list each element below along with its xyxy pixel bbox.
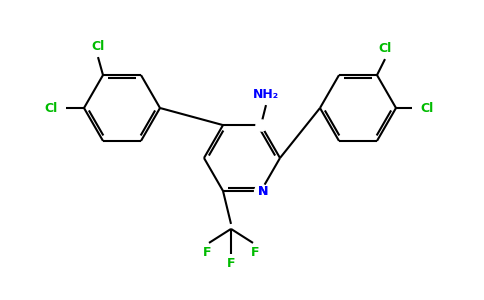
Text: N: N [258,185,268,198]
Text: Cl: Cl [420,103,433,116]
Text: F: F [203,246,211,259]
Text: Cl: Cl [378,42,392,55]
Text: Cl: Cl [45,103,58,116]
Text: N: N [258,185,268,198]
Text: F: F [227,257,235,270]
Text: F: F [251,246,259,259]
Text: NH₂: NH₂ [253,88,279,101]
Text: Cl: Cl [91,40,105,53]
